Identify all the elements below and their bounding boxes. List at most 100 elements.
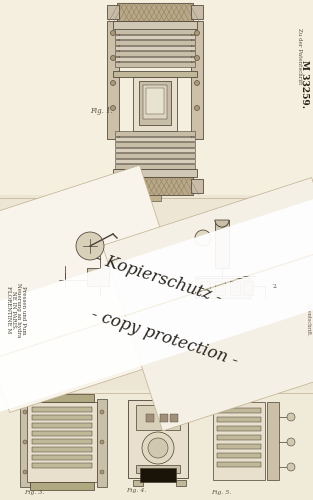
Circle shape [148, 438, 168, 458]
Bar [136, 465, 180, 473]
Bar [97, 399, 107, 487]
Bar [32, 407, 92, 412]
Text: Pressen und Pum: Pressen und Pum [20, 286, 25, 335]
FancyBboxPatch shape [0, 184, 313, 370]
Bar [30, 482, 94, 490]
Bar [107, 179, 119, 193]
Bar [128, 400, 188, 478]
Bar [230, 281, 240, 295]
Bar [117, 177, 193, 195]
Text: Zu der Patentschrift: Zu der Patentschrift [296, 28, 301, 84]
Text: Fig. 4.: Fig. 4. [126, 488, 146, 493]
Bar [243, 281, 253, 295]
Bar [217, 444, 261, 449]
Bar [113, 169, 197, 177]
Text: Fig. 5.: Fig. 5. [211, 490, 231, 495]
Bar [146, 88, 164, 114]
Bar [195, 278, 250, 298]
Bar [115, 148, 195, 152]
Bar [115, 34, 195, 39]
Circle shape [142, 432, 174, 464]
Bar [191, 21, 203, 139]
Circle shape [23, 410, 27, 414]
Bar [217, 408, 261, 413]
Bar [149, 195, 161, 201]
Text: FLORENTINE M: FLORENTINE M [6, 286, 11, 334]
Bar [117, 3, 193, 21]
Text: M 33259.: M 33259. [300, 60, 310, 108]
Text: Neuerung an hydra: Neuerung an hydra [16, 283, 20, 337]
Bar [217, 435, 261, 440]
Bar [107, 5, 119, 19]
Bar [136, 405, 180, 430]
Bar [32, 447, 92, 452]
Bar [267, 402, 279, 480]
Bar [217, 417, 261, 422]
Circle shape [110, 56, 115, 60]
Bar [115, 142, 195, 146]
Circle shape [110, 80, 115, 86]
Circle shape [194, 56, 199, 60]
Circle shape [100, 410, 104, 414]
Text: Fig. 3.: Fig. 3. [24, 490, 44, 495]
Circle shape [194, 30, 199, 36]
Bar [170, 414, 178, 422]
Circle shape [100, 440, 104, 444]
Bar [115, 40, 195, 44]
Circle shape [110, 30, 115, 36]
Text: NE IN PARIS.: NE IN PARIS. [11, 291, 16, 329]
Bar [87, 268, 109, 286]
Bar [176, 480, 186, 486]
Circle shape [287, 463, 295, 471]
Circle shape [194, 106, 199, 110]
FancyBboxPatch shape [102, 178, 313, 431]
Bar [115, 131, 195, 136]
Bar [115, 46, 195, 50]
Bar [200, 281, 210, 295]
Bar [0, 390, 313, 500]
Bar [32, 463, 92, 468]
Text: Fig. 1.: Fig. 1. [90, 107, 113, 115]
Text: - copy protection -: - copy protection - [90, 306, 241, 370]
Circle shape [195, 230, 211, 246]
Circle shape [23, 470, 27, 474]
Bar [27, 402, 97, 482]
Circle shape [287, 413, 295, 421]
Bar [115, 51, 195, 56]
Circle shape [110, 106, 115, 110]
Circle shape [287, 438, 295, 446]
FancyBboxPatch shape [0, 240, 313, 426]
Circle shape [194, 80, 199, 86]
Bar [191, 179, 203, 193]
Bar [0, 195, 313, 390]
Bar [32, 431, 92, 436]
Circle shape [100, 470, 104, 474]
Bar [146, 414, 154, 422]
Bar [115, 56, 195, 61]
Bar [140, 468, 176, 482]
Circle shape [23, 440, 27, 444]
Bar [115, 153, 195, 158]
Bar [217, 462, 261, 467]
Bar [217, 426, 261, 431]
Bar [32, 455, 92, 460]
Bar [217, 453, 261, 458]
Bar [32, 415, 92, 420]
Circle shape [76, 232, 104, 260]
Bar [0, 0, 313, 195]
Bar [107, 21, 119, 139]
Bar [115, 136, 195, 141]
Bar [191, 5, 203, 19]
Bar [113, 71, 197, 77]
Bar [215, 220, 229, 268]
Bar [213, 402, 265, 480]
Bar [139, 81, 171, 125]
Bar [215, 281, 225, 295]
Bar [115, 164, 195, 168]
Bar [133, 480, 143, 486]
Bar [32, 423, 92, 428]
Bar [32, 439, 92, 444]
Bar [115, 29, 195, 34]
Bar [133, 77, 177, 131]
Bar [160, 414, 168, 422]
